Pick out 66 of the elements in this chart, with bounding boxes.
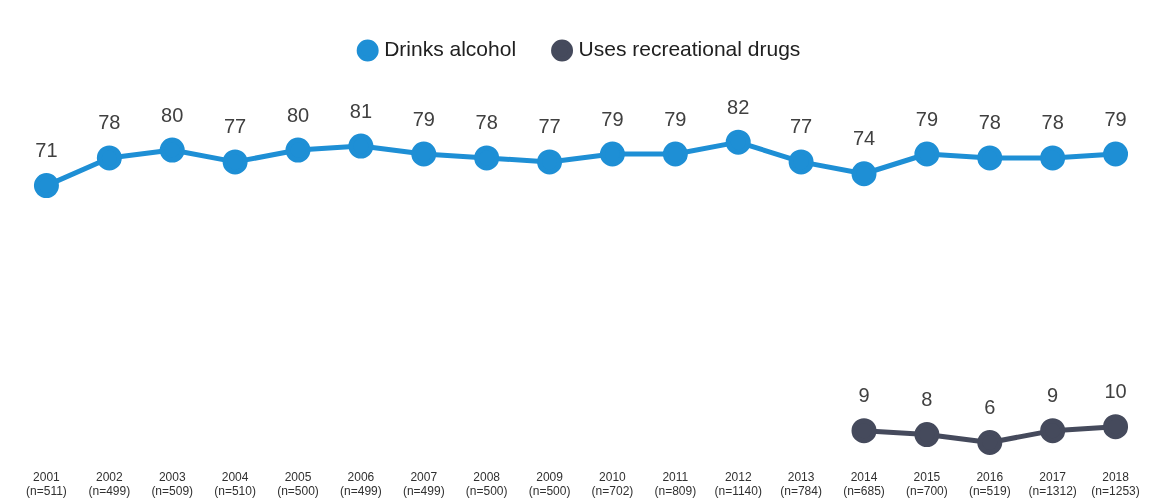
data-label: 78: [978, 111, 1001, 134]
point: [348, 133, 374, 159]
x-tick-label: 2018 (n=1253): [1091, 469, 1140, 499]
data-label: 80: [161, 103, 184, 126]
data-label: 80: [286, 103, 310, 126]
data-label: 81: [349, 99, 373, 122]
data-label: 71: [35, 139, 58, 162]
point: [474, 145, 500, 171]
x-tick-label: 2006 (n=499): [340, 469, 382, 499]
point: [662, 141, 688, 167]
data-label: 77: [789, 115, 813, 138]
data-label: 79: [412, 107, 435, 130]
point: [285, 137, 311, 163]
x-tick-label: 2003 (n=509): [151, 469, 194, 499]
x-tick-label: 2014 (n=685): [843, 469, 885, 499]
data-label: 79: [1104, 107, 1127, 130]
x-tick-label: 2005 (n=500): [277, 469, 319, 499]
data-label: 79: [915, 107, 939, 130]
data-label: 82: [727, 95, 750, 118]
x-tick-label: 2002 (n=499): [88, 469, 131, 499]
data-label: 6: [984, 396, 996, 418]
point: [411, 141, 437, 167]
point: [851, 418, 877, 444]
point: [914, 422, 940, 448]
x-tick-label: 2004 (n=510): [214, 469, 256, 499]
point: [1040, 418, 1066, 444]
data-label: 79: [601, 107, 624, 130]
data-label: 8: [921, 388, 933, 411]
x-tick-label: 2008 (n=500): [465, 469, 508, 499]
point: [914, 141, 940, 167]
x-tick-label: 2009 (n=500): [528, 469, 571, 499]
x-tick-label: 2010 (n=702): [591, 469, 634, 499]
x-tick-label: 2015 (n=700): [906, 469, 948, 499]
point: [159, 137, 185, 163]
x-tick-label: 2013 (n=784): [780, 469, 822, 499]
point: [1040, 145, 1066, 171]
data-label: 78: [98, 111, 121, 134]
point: [222, 149, 248, 175]
point: [725, 129, 751, 155]
point: [96, 145, 122, 171]
point: [977, 145, 1003, 171]
x-tick-label: 2017 (n=1312): [1028, 469, 1077, 499]
data-label: 77: [223, 115, 247, 138]
x-tick-label: 2016 (n=519): [968, 469, 1011, 499]
data-label: 9: [1047, 384, 1059, 407]
x-tick-label: 2007 (n=499): [402, 469, 445, 499]
point: [851, 161, 877, 187]
x-tick-label: 2011 (n=809): [654, 469, 697, 499]
point: [788, 149, 814, 175]
legend-label: Uses recreational drugs: [578, 37, 801, 61]
x-tick-label: 2001 (n=511): [26, 469, 67, 499]
point: [537, 149, 563, 175]
point: [977, 429, 1003, 455]
point: [599, 141, 625, 167]
data-label: 77: [538, 115, 561, 138]
point: [1103, 141, 1129, 167]
x-tick-label: 2012 (n=1140): [714, 469, 762, 499]
point: [1103, 414, 1129, 440]
data-label: 79: [664, 107, 687, 130]
data-label: 10: [1104, 380, 1127, 403]
legend-label: Drinks alcohol: [384, 37, 517, 61]
point: [33, 173, 59, 199]
data-label: 9: [858, 384, 870, 407]
data-label: 78: [1041, 111, 1064, 134]
data-label: 74: [852, 127, 876, 150]
data-label: 78: [475, 111, 498, 134]
